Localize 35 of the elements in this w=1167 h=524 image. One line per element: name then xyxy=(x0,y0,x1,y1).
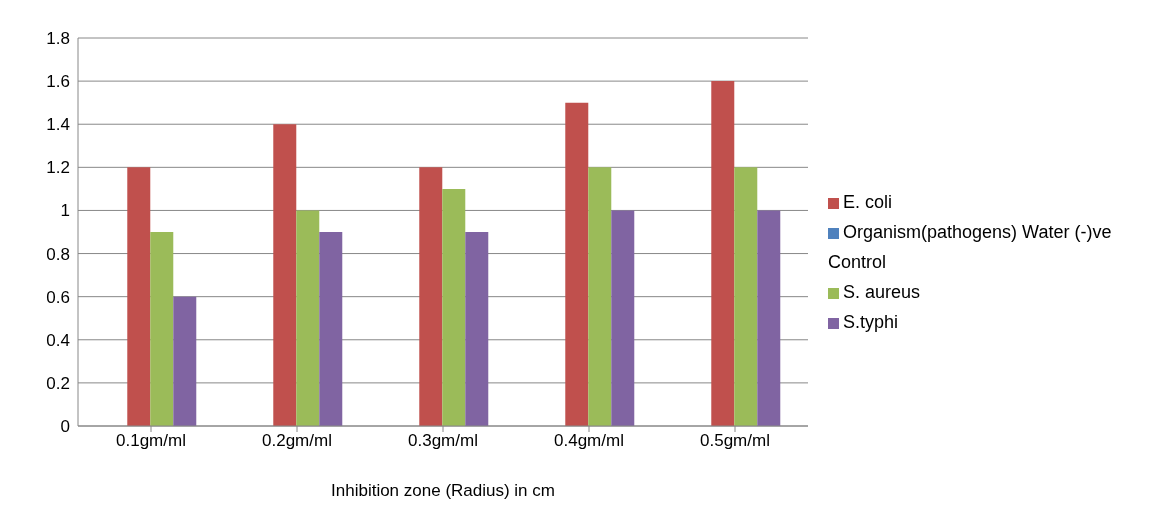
bar xyxy=(173,296,197,426)
x-tick-label: 0.2gm/ml xyxy=(262,431,332,451)
y-tick-label: 0.2 xyxy=(46,373,70,393)
y-tick-label: 1.8 xyxy=(46,29,70,49)
legend-label: Organism(pathogens) Water (-)ve Control xyxy=(828,222,1112,272)
y-tick-label: 0.4 xyxy=(46,330,70,350)
legend-label: E. coli xyxy=(843,192,893,212)
bar xyxy=(273,124,297,426)
bar xyxy=(319,232,343,426)
bar xyxy=(611,210,635,426)
y-tick-label: 0 xyxy=(60,417,70,437)
x-tick-label: 0.5gm/ml xyxy=(700,431,770,451)
bar xyxy=(711,81,735,426)
y-tick-label: 1.6 xyxy=(46,72,70,92)
bar xyxy=(465,232,489,426)
y-tick-label: 1.4 xyxy=(46,115,70,135)
bar xyxy=(296,210,320,426)
x-tick-label: 0.3gm/ml xyxy=(408,431,478,451)
bar xyxy=(150,232,174,426)
legend-label: S.typhi xyxy=(843,312,899,332)
bar xyxy=(419,167,443,426)
x-tick-label: 0.1gm/ml xyxy=(116,431,186,451)
y-tick-label: 0.8 xyxy=(46,244,70,264)
legend-label: S. aureus xyxy=(843,282,921,302)
bar xyxy=(757,210,781,426)
x-axis-title: Inhibition zone (Radius) in cm xyxy=(331,481,555,500)
bar xyxy=(442,188,466,426)
bar xyxy=(734,167,758,426)
y-tick-label: 1.2 xyxy=(46,158,70,178)
y-tick-label: 1 xyxy=(60,201,70,221)
y-tick-label: 0.6 xyxy=(46,287,70,307)
bar xyxy=(127,167,151,426)
bar xyxy=(565,102,589,426)
bar xyxy=(588,167,612,426)
x-tick-label: 0.4gm/ml xyxy=(554,431,624,451)
